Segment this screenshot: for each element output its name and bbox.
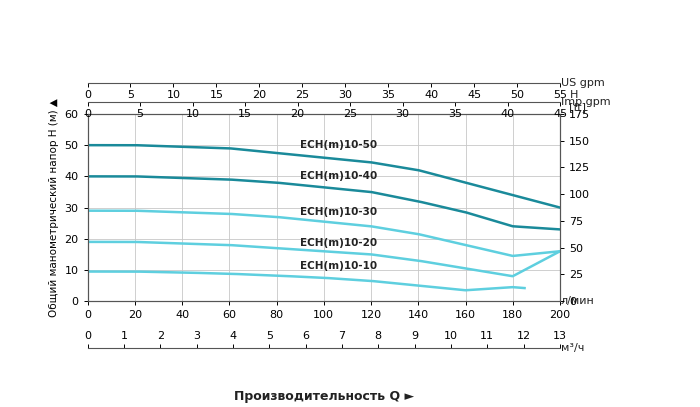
Text: ECH(m)10-40: ECH(m)10-40 (300, 171, 377, 181)
Text: Производительность Q ►: Производительность Q ► (234, 390, 414, 403)
Text: ECH(m)10-20: ECH(m)10-20 (300, 238, 377, 248)
Text: л/мин: л/мин (561, 296, 595, 306)
Text: H
[ft]: H [ft] (570, 90, 587, 112)
Text: ECH(m)10-10: ECH(m)10-10 (300, 260, 377, 271)
Text: Imp gpm: Imp gpm (561, 97, 610, 107)
Text: м³/ч: м³/ч (561, 343, 584, 352)
Y-axis label: Общий манометрический напор H (м) ▲: Общий манометрический напор H (м) ▲ (49, 98, 59, 317)
Text: US gpm: US gpm (561, 79, 605, 88)
Text: ECH(m)10-30: ECH(m)10-30 (300, 207, 377, 217)
Text: ECH(m)10-50: ECH(m)10-50 (300, 140, 377, 150)
